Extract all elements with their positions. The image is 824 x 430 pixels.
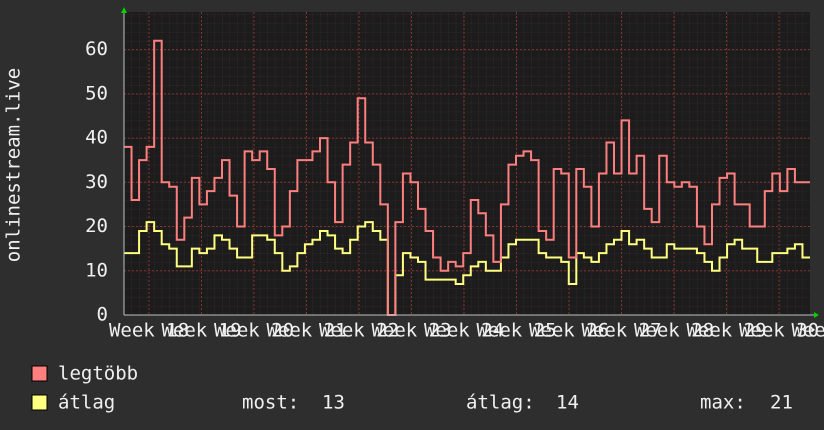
x-tick-label: Week 28 bbox=[634, 320, 714, 342]
x-tick-label: Week 25 bbox=[476, 320, 556, 342]
lines bbox=[124, 39, 810, 316]
stat-value: 13 bbox=[322, 392, 345, 414]
minor-grid bbox=[124, 12, 810, 315]
legend-swatch bbox=[31, 394, 48, 411]
x-tick-label: Week 26 bbox=[529, 320, 609, 342]
y-tick-label: 20 bbox=[85, 215, 108, 237]
y-tick-label: 60 bbox=[85, 38, 108, 60]
x-tick-label: Week 18 bbox=[109, 320, 189, 342]
y-tick-label: 10 bbox=[85, 259, 108, 281]
x-tick-label: Week 24 bbox=[424, 320, 504, 342]
stat-value: 21 bbox=[770, 392, 793, 414]
stat-value: 14 bbox=[556, 392, 579, 414]
legend: legtöbb átlag most: 13 átlag: 14 max: 21 bbox=[31, 363, 793, 414]
stat-label: max: bbox=[700, 392, 746, 414]
x-tick-label: Week 31 bbox=[791, 320, 824, 342]
series-line bbox=[124, 221, 810, 316]
x-tick-label: Week 30 bbox=[739, 320, 819, 342]
x-tick-label: Week 20 bbox=[214, 320, 294, 342]
x-tick-label: Week 29 bbox=[686, 320, 766, 342]
stat-label: most: bbox=[242, 392, 299, 414]
legend-label: átlag bbox=[58, 392, 115, 414]
x-tick-label: Week 23 bbox=[371, 320, 451, 342]
x-tick-label: Week 22 bbox=[319, 320, 399, 342]
x-tick-label: Week 21 bbox=[266, 320, 346, 342]
y-tick-label: 40 bbox=[85, 127, 108, 149]
legend-swatch bbox=[31, 365, 48, 382]
y-tick-label: 30 bbox=[85, 171, 108, 193]
legend-label: legtöbb bbox=[58, 363, 138, 385]
y-arrow bbox=[121, 7, 127, 13]
y-tick-label: 0 bbox=[97, 304, 108, 326]
axes bbox=[121, 7, 819, 318]
x-tick-label: Week 27 bbox=[581, 320, 661, 342]
series-line bbox=[124, 39, 810, 316]
stat-label: átlag: bbox=[466, 392, 535, 414]
y-tick-label: 50 bbox=[85, 82, 108, 104]
x-tick-label: Week 19 bbox=[161, 320, 241, 342]
x-arrow bbox=[814, 312, 819, 318]
y-axis-label: onlinestream.live bbox=[3, 68, 25, 262]
